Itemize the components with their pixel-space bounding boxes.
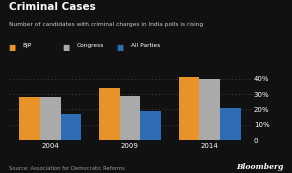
- Text: ■: ■: [117, 43, 124, 52]
- Text: All Parties: All Parties: [131, 43, 160, 48]
- Bar: [199, 79, 220, 140]
- Text: ■: ■: [63, 43, 70, 52]
- Bar: [40, 97, 60, 140]
- Text: Congress: Congress: [77, 43, 104, 48]
- Text: Bloomberg: Bloomberg: [236, 163, 283, 171]
- Text: Criminal Cases: Criminal Cases: [9, 2, 95, 12]
- Text: Number of candidates with criminal charges in India polls is rising: Number of candidates with criminal charg…: [9, 22, 203, 27]
- Bar: [120, 96, 140, 140]
- Bar: [60, 114, 81, 140]
- Bar: [179, 77, 199, 140]
- Text: Source: Association for Democratic Reforms: Source: Association for Democratic Refor…: [9, 166, 125, 171]
- Text: ■: ■: [9, 43, 16, 52]
- Bar: [19, 97, 40, 140]
- Bar: [140, 111, 161, 140]
- Bar: [220, 108, 241, 140]
- Text: BJP: BJP: [23, 43, 32, 48]
- Bar: [99, 88, 120, 140]
